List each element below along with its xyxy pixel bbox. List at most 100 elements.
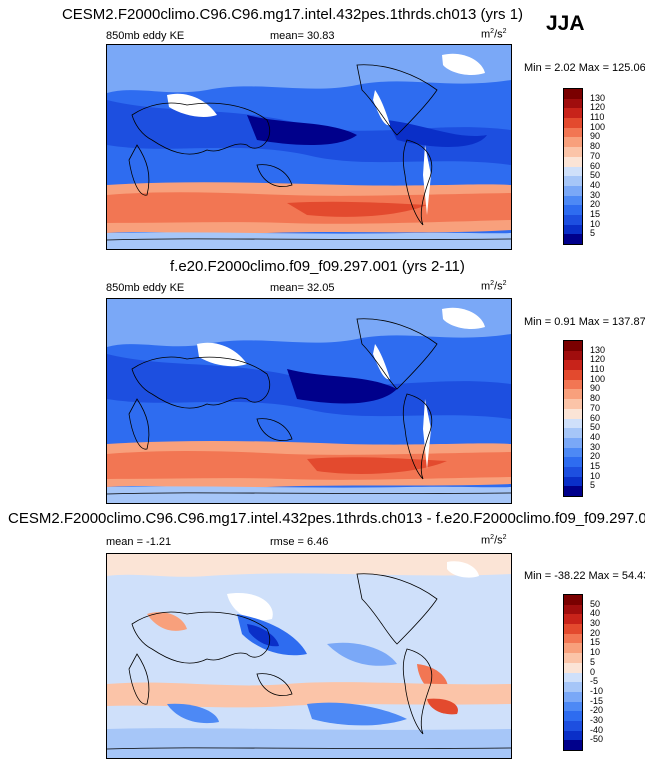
- colorbar-tick-label: -50: [590, 734, 604, 745]
- colorbar-tick-label: 5: [590, 228, 596, 239]
- colorbar-tick-label: 40: [590, 608, 601, 619]
- colorbar-tick-label: 20: [590, 199, 601, 210]
- colorbar-segment: [564, 604, 582, 615]
- colorbar-segment: [564, 360, 582, 371]
- colorbar-segment: [564, 98, 582, 109]
- colorbar-tick-label: 50: [590, 598, 601, 609]
- panel-1-mean-label: mean= 30.83: [270, 30, 335, 42]
- colorbar-tick-label: -15: [590, 695, 604, 706]
- panel-2-units: m2/s2: [481, 280, 507, 293]
- colorbar-segment: [564, 379, 582, 390]
- colorbar-segment: [564, 476, 582, 487]
- colorbar-segment: [564, 653, 582, 663]
- colorbar-tick-label: 130: [590, 344, 606, 355]
- colorbar-segment: [564, 370, 582, 380]
- colorbar-tick-label: 20: [590, 451, 601, 462]
- colorbar-segment: [564, 466, 582, 477]
- colorbar-tick-label: 120: [590, 354, 606, 365]
- colorbar-tick-label: 40: [590, 431, 601, 442]
- colorbar-tick-label: 30: [590, 618, 601, 629]
- colorbar-segment: [564, 137, 582, 148]
- colorbar-tick-label: 15: [590, 460, 601, 471]
- colorbar-tick-label: 110: [590, 112, 605, 123]
- colorbar-segment: [564, 234, 582, 244]
- colorbar-segment: [564, 720, 582, 731]
- colorbar-tick-label: 10: [590, 218, 601, 229]
- colorbar-segment: [564, 486, 582, 496]
- colorbar-segment: [564, 457, 582, 467]
- colorbar-segment: [564, 166, 582, 177]
- panel-1-map-svg: [107, 45, 511, 249]
- colorbar-tick-label: 10: [590, 647, 601, 658]
- colorbar-segment: [564, 740, 582, 750]
- panel-3-map-svg: [107, 554, 511, 758]
- panel-2-colorbar: [563, 340, 583, 497]
- colorbar-tick-label: 50: [590, 170, 601, 181]
- colorbar-segment: [564, 156, 582, 167]
- colorbar-segment: [564, 662, 582, 673]
- panel-2-map: [106, 298, 512, 504]
- colorbar-segment: [564, 701, 582, 712]
- colorbar-tick-label: 60: [590, 412, 601, 423]
- colorbar-segment: [564, 399, 582, 409]
- colorbar-tick-label: 60: [590, 160, 601, 171]
- panel-3-mean-label: mean = -1.21: [106, 536, 172, 548]
- season-label: JJA: [546, 12, 585, 35]
- colorbar-segment: [564, 418, 582, 429]
- panel-2-variable-label: 850mb eddy KE: [106, 282, 185, 294]
- colorbar-segment: [564, 633, 582, 644]
- colorbar-tick-label: 40: [590, 179, 601, 190]
- colorbar-tick-label: 15: [590, 208, 601, 219]
- panel-2-minmax: Min = 0.91 Max = 137.87: [524, 316, 645, 328]
- colorbar-segment: [564, 447, 582, 458]
- colorbar-segment: [564, 614, 582, 625]
- colorbar-segment: [564, 341, 582, 351]
- colorbar-segment: [564, 108, 582, 119]
- colorbar-tick-label: 90: [590, 131, 601, 142]
- colorbar-tick-label: 5: [590, 480, 596, 491]
- panel-3-units: m2/s2: [481, 534, 507, 547]
- colorbar-segment: [564, 624, 582, 634]
- colorbar-segment: [564, 214, 582, 225]
- panel-3-minmax: Min = -38.22 Max = 54.43: [524, 570, 645, 582]
- colorbar-tick-label: 20: [590, 627, 601, 638]
- colorbar-segment: [564, 711, 582, 721]
- colorbar-tick-label: -20: [590, 705, 604, 716]
- colorbar-tick-label: -40: [590, 724, 604, 735]
- colorbar-tick-label: 5: [590, 656, 596, 667]
- colorbar-segment: [564, 224, 582, 235]
- colorbar-segment: [564, 185, 582, 196]
- panel-2-title: f.e20.F2000climo.f09_f09.297.001 (yrs 2-…: [170, 258, 465, 275]
- colorbar-segment: [564, 195, 582, 206]
- colorbar-segment: [564, 437, 582, 448]
- colorbar-segment: [564, 127, 582, 138]
- panel-2-map-svg: [107, 299, 511, 503]
- colorbar-tick-label: -10: [590, 685, 604, 696]
- panel-3-colorbar: [563, 594, 583, 751]
- colorbar-segment: [564, 643, 582, 654]
- panel-1-colorbar: [563, 88, 583, 245]
- colorbar-tick-label: 15: [590, 637, 601, 648]
- colorbar-tick-label: 110: [590, 364, 605, 375]
- colorbar-segment: [564, 350, 582, 361]
- colorbar-tick-label: 10: [590, 470, 601, 481]
- colorbar-tick-label: 80: [590, 141, 601, 152]
- colorbar-tick-label: 50: [590, 422, 601, 433]
- colorbar-segment: [564, 205, 582, 215]
- panel-1-variable-label: 850mb eddy KE: [106, 30, 185, 42]
- colorbar-tick-label: 70: [590, 402, 601, 413]
- panel-1-minmax: Min = 2.02 Max = 125.06: [524, 62, 645, 74]
- colorbar-segment: [564, 89, 582, 99]
- colorbar-segment: [564, 147, 582, 157]
- colorbar-tick-label: 100: [590, 121, 606, 132]
- colorbar-tick-label: 80: [590, 393, 601, 404]
- colorbar-tick-label: -30: [590, 714, 604, 725]
- colorbar-tick-label: 30: [590, 441, 601, 452]
- colorbar-tick-label: 120: [590, 102, 606, 113]
- colorbar-tick-label: 70: [590, 150, 601, 161]
- panel-3-map: [106, 553, 512, 759]
- colorbar-tick-label: 0: [590, 666, 596, 677]
- colorbar-tick-label: 130: [590, 92, 606, 103]
- colorbar-segment: [564, 408, 582, 419]
- panel-2-mean-label: mean= 32.05: [270, 282, 335, 294]
